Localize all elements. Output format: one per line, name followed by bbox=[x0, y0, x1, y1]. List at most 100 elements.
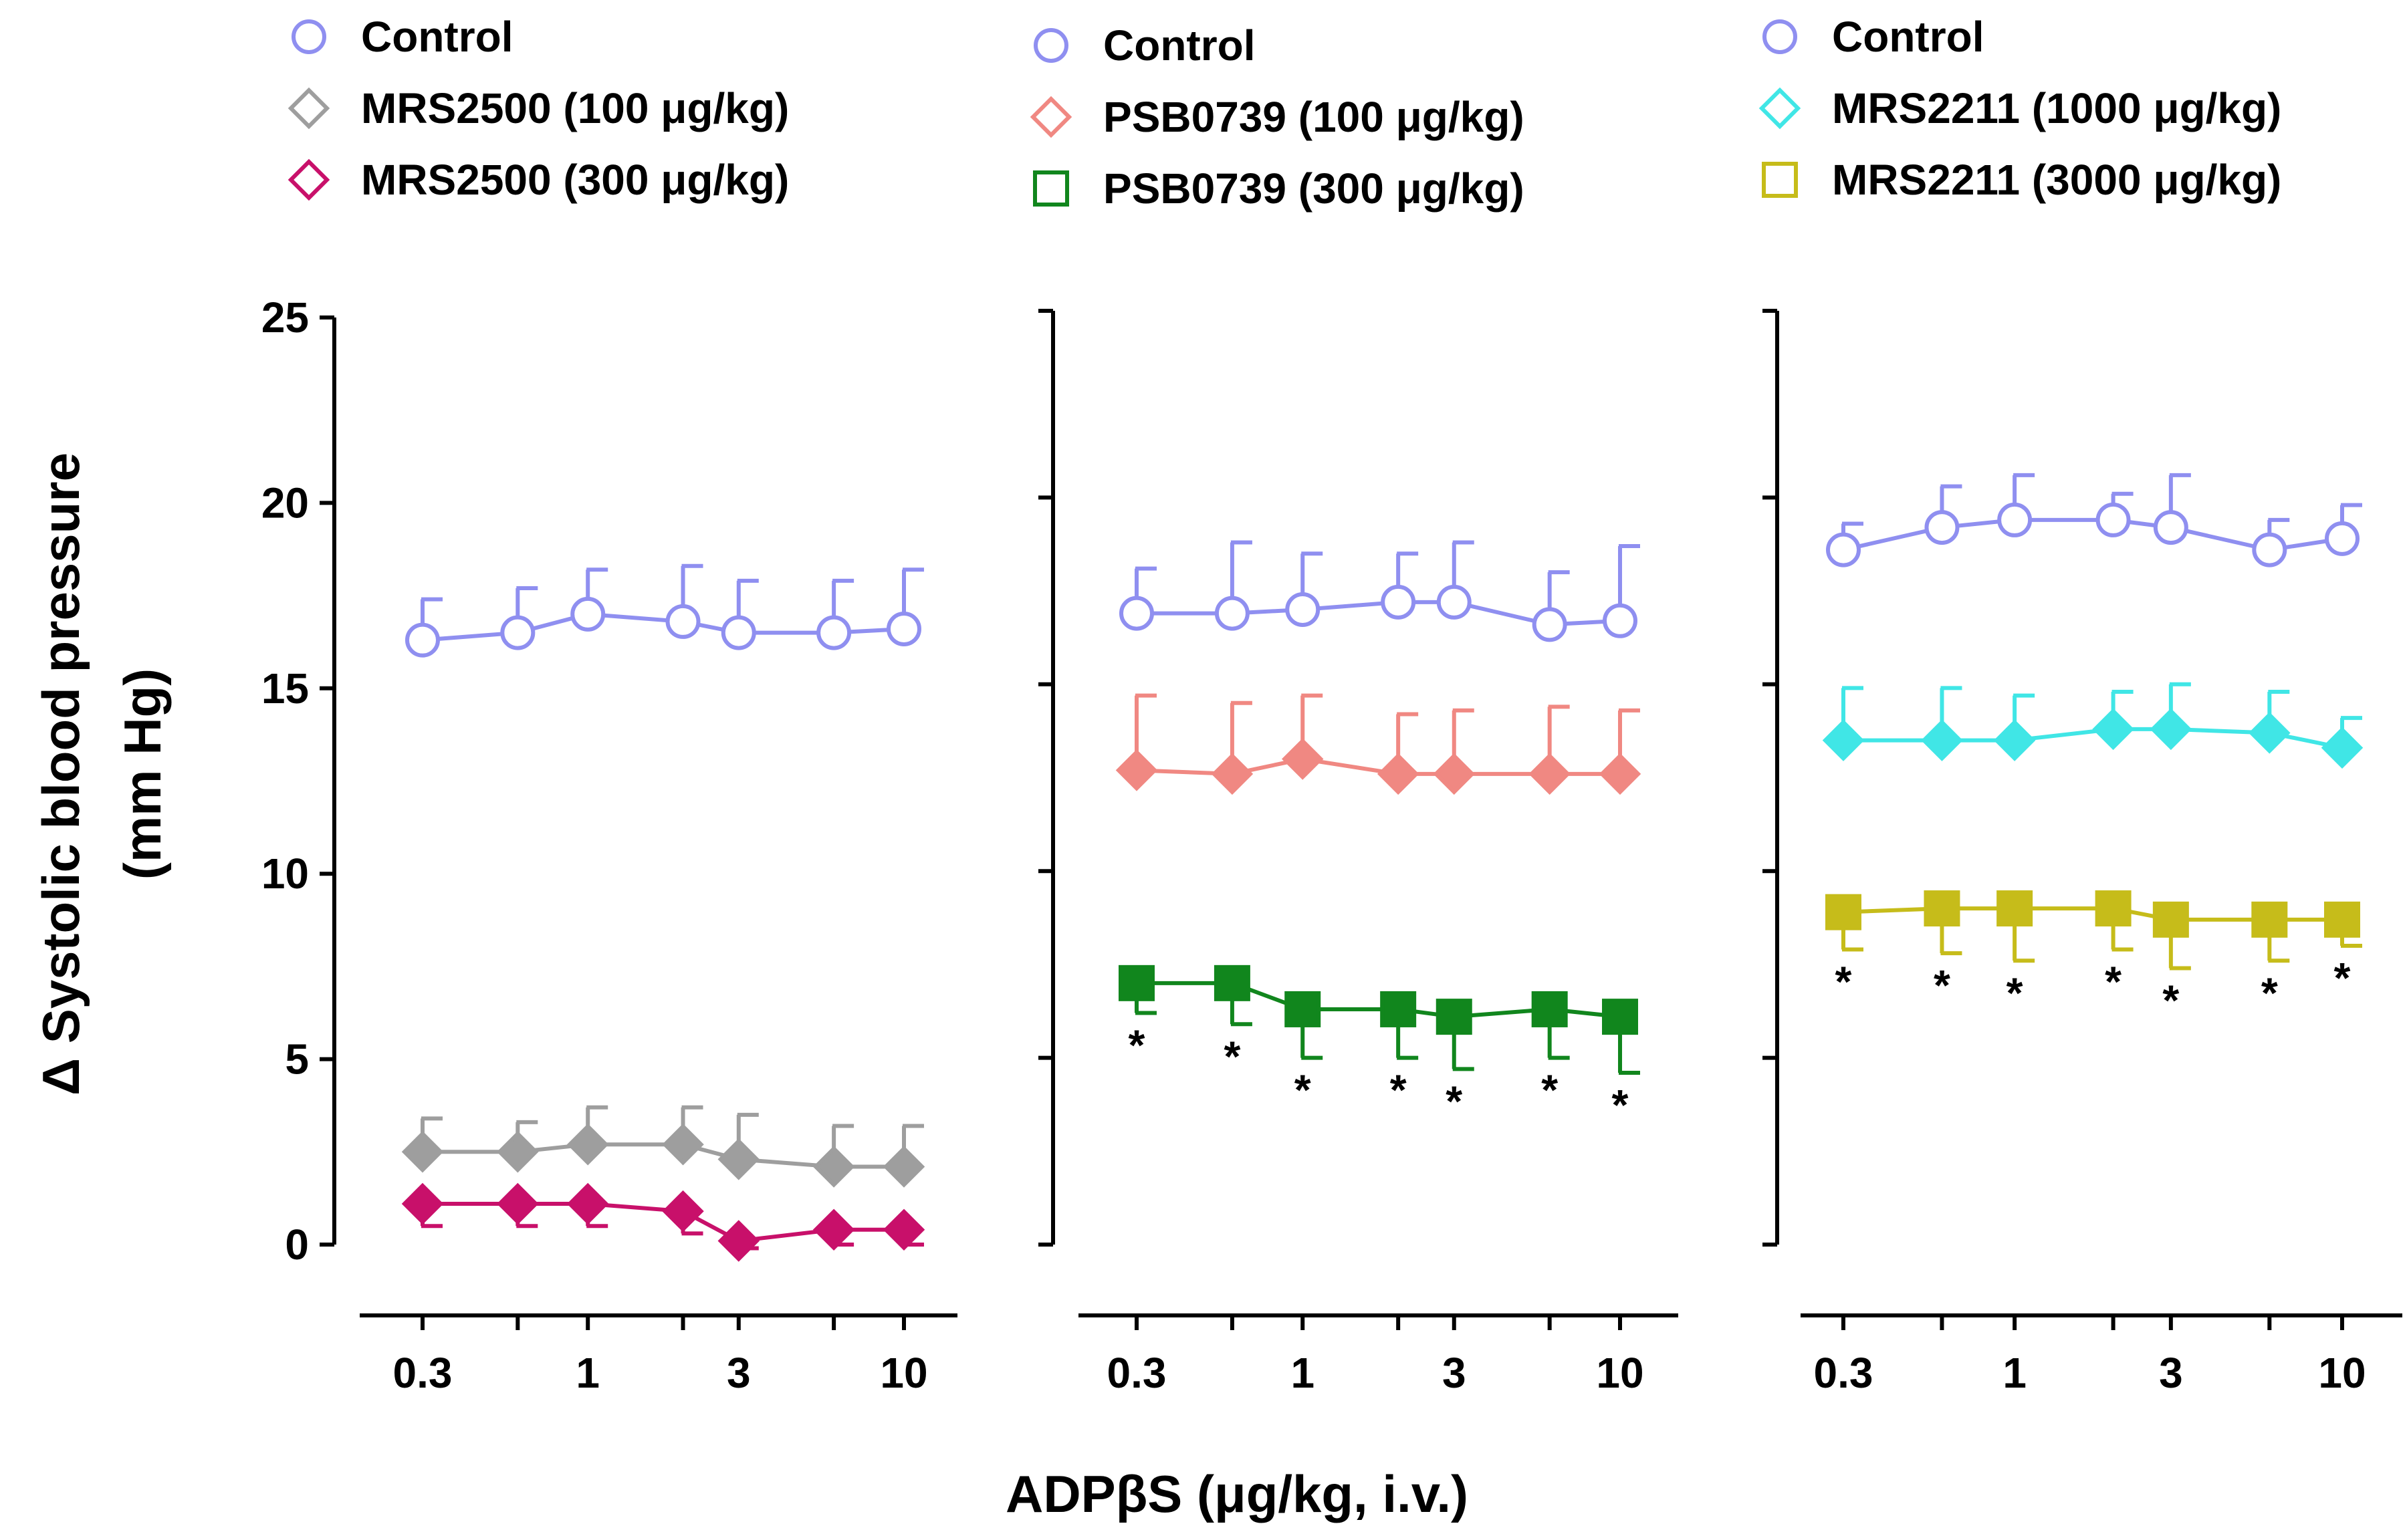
data-point bbox=[1826, 532, 1861, 567]
data-point bbox=[1381, 584, 1416, 620]
data-point bbox=[497, 1131, 539, 1173]
data-point bbox=[566, 1182, 609, 1225]
data-point bbox=[401, 1182, 444, 1225]
legend-item: PSB0739 (100 μg/kg) bbox=[1030, 93, 1524, 141]
data-point bbox=[1924, 890, 1960, 927]
x-axis-title: ADPβS (μg/kg, i.v.) bbox=[1006, 1464, 1468, 1523]
data-point bbox=[1921, 719, 1963, 761]
panel-3-series: * * * * * * * bbox=[1822, 473, 2364, 1024]
x-tick-label: 0.3 bbox=[1107, 1349, 1167, 1397]
legend-label: MRS2500 (100 μg/kg) bbox=[361, 84, 789, 132]
significance-marker: * bbox=[2334, 954, 2351, 1002]
significance-marker: * bbox=[2261, 969, 2278, 1017]
series-1-1 bbox=[405, 563, 924, 658]
data-point bbox=[1380, 991, 1417, 1027]
data-point bbox=[2249, 712, 2291, 754]
legend-item: Control bbox=[1762, 13, 1984, 61]
data-point bbox=[1436, 584, 1472, 620]
y-tick-label: 10 bbox=[261, 850, 309, 898]
legend-layer: Control MRS2500 (100 μg/kg) MRS2500 (300 μ… bbox=[288, 13, 2281, 213]
legend-label: MRS2211 (1000 μg/kg) bbox=[1832, 84, 2281, 132]
legend-marker bbox=[1762, 162, 1798, 198]
x-tick-label: 1 bbox=[2002, 1349, 2027, 1397]
significance-marker: * bbox=[2105, 958, 2122, 1006]
y-tick-label: 20 bbox=[261, 479, 309, 527]
legend-item: Control bbox=[1034, 21, 1256, 70]
data-point bbox=[1993, 719, 2036, 761]
data-point bbox=[887, 612, 921, 647]
data-point bbox=[2153, 510, 2188, 545]
data-point bbox=[2095, 890, 2132, 927]
significance-marker: * bbox=[1835, 958, 1852, 1006]
panel-2-series: * * * * * * * bbox=[1115, 540, 1641, 1129]
data-point bbox=[1531, 991, 1568, 1027]
legend-marker bbox=[1034, 28, 1068, 63]
x-tick-label: 0.3 bbox=[393, 1349, 453, 1397]
significance-marker: * bbox=[1224, 1032, 1240, 1080]
series-1-3 bbox=[401, 1182, 925, 1262]
data-point bbox=[566, 1123, 609, 1166]
data-point bbox=[2150, 708, 2192, 751]
legend-label: MRS2500 (300 μg/kg) bbox=[361, 156, 789, 204]
data-point bbox=[717, 1138, 760, 1180]
data-point bbox=[816, 615, 852, 650]
legend-label: Control bbox=[1832, 13, 1984, 61]
significance-marker: * bbox=[2007, 969, 2023, 1017]
series-1-2 bbox=[401, 1105, 925, 1188]
legend-item: PSB0739 (300 μg/kg) bbox=[1033, 164, 1524, 213]
data-point bbox=[1281, 738, 1324, 780]
x-tick-label: 10 bbox=[1596, 1349, 1643, 1397]
significance-marker: * bbox=[1541, 1066, 1558, 1114]
data-point bbox=[2324, 901, 2360, 938]
legend-item: MRS2211 (1000 μg/kg) bbox=[1758, 84, 2281, 132]
legend-label: Control bbox=[361, 13, 513, 61]
data-point bbox=[1285, 592, 1321, 628]
panel-3-axes: 0.3 1 3 10 bbox=[1762, 309, 2402, 1397]
data-point bbox=[1997, 502, 2033, 537]
panel-1-legend: Control MRS2500 (100 μg/kg) MRS2500 (300 μ… bbox=[288, 13, 789, 204]
data-point bbox=[2321, 727, 2364, 769]
data-point bbox=[500, 615, 536, 650]
series-2-1 bbox=[1119, 540, 1640, 642]
x-tick-label: 10 bbox=[880, 1349, 927, 1397]
legend-label: MRS2211 (3000 μg/kg) bbox=[1832, 156, 2281, 204]
legend-marker bbox=[1762, 19, 1797, 54]
panel-1-axes: 0 5 10 15 20 25 0.3 1 3 10 bbox=[261, 293, 957, 1397]
data-point bbox=[1119, 596, 1154, 631]
data-point bbox=[883, 1146, 925, 1188]
data-point bbox=[2325, 521, 2360, 556]
significance-marker: * bbox=[2162, 976, 2179, 1024]
significance-marker: * bbox=[1129, 1021, 1145, 1069]
series-3-3: * * * * * * * bbox=[1825, 890, 2362, 1024]
series-layer: * * * * * * * * * * * * * * bbox=[401, 473, 2364, 1262]
data-point bbox=[1433, 753, 1476, 795]
data-point bbox=[1214, 965, 1250, 1001]
data-point bbox=[2251, 901, 2288, 938]
data-point bbox=[1996, 890, 2033, 927]
x-tick-label: 1 bbox=[576, 1349, 600, 1397]
panel-1-series bbox=[401, 563, 925, 1262]
data-point bbox=[662, 1123, 704, 1166]
significance-marker: * bbox=[1612, 1081, 1629, 1129]
y-tick-label: 15 bbox=[261, 664, 309, 713]
panel-3-legend: Control MRS2211 (1000 μg/kg) MRS2211 (3000… bbox=[1758, 13, 2281, 204]
data-point bbox=[1924, 510, 1960, 545]
data-point bbox=[1115, 749, 1158, 791]
legend-marker bbox=[292, 19, 326, 54]
y-tick-label: 25 bbox=[261, 293, 309, 342]
data-point bbox=[401, 1131, 444, 1173]
legend-marker bbox=[1758, 87, 1801, 130]
significance-marker: * bbox=[1390, 1066, 1407, 1114]
x-tick-label: 3 bbox=[727, 1349, 751, 1397]
data-point bbox=[1532, 607, 1567, 642]
panel-2-axes: 0.3 1 3 10 bbox=[1038, 309, 1678, 1397]
data-point bbox=[1599, 753, 1641, 795]
data-point bbox=[405, 622, 440, 658]
data-point bbox=[717, 1220, 760, 1262]
legend-marker bbox=[1030, 96, 1072, 138]
data-point bbox=[1211, 753, 1254, 795]
series-3-2 bbox=[1822, 682, 2364, 769]
data-point bbox=[1528, 753, 1571, 795]
data-point bbox=[665, 604, 701, 639]
